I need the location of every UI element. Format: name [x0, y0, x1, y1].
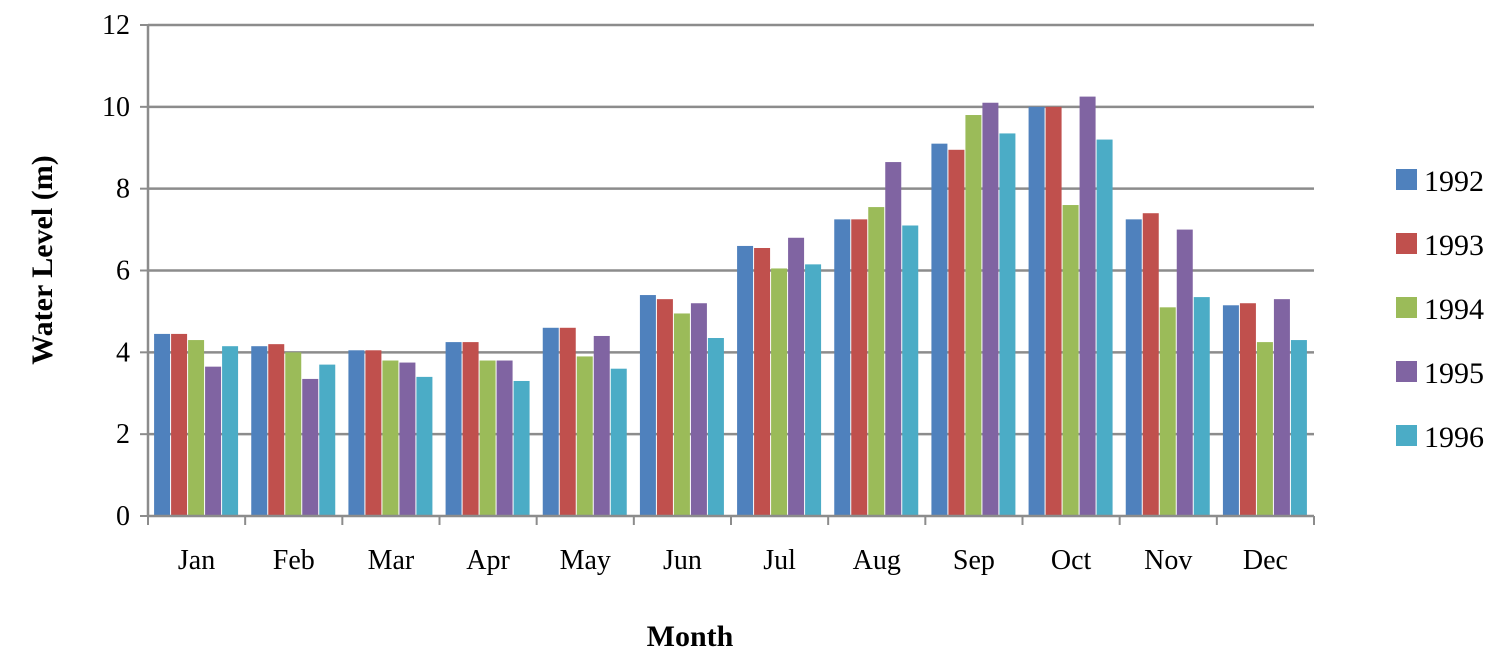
- bar-mar-1995: [399, 362, 416, 516]
- y-tick-label: 0: [116, 501, 130, 532]
- bar-jul-1995: [788, 237, 805, 516]
- y-axis-title: Water Level (m): [26, 155, 59, 364]
- y-tick-label: 4: [116, 337, 130, 368]
- legend-swatch-1993: [1396, 233, 1417, 254]
- bar-jan-1993: [171, 333, 188, 516]
- legend-label-1995: 1995: [1424, 357, 1484, 390]
- bar-apr-1996: [513, 380, 530, 516]
- bar-aug-1994: [868, 207, 885, 516]
- bar-dec-1995: [1273, 299, 1290, 516]
- bar-sep-1996: [999, 133, 1016, 516]
- bar-may-1993: [559, 327, 576, 516]
- bar-nov-1992: [1125, 219, 1142, 516]
- bar-jun-1993: [656, 299, 673, 516]
- bar-feb-1995: [302, 378, 319, 516]
- bar-apr-1992: [445, 342, 462, 516]
- x-tick-label: Sep: [953, 545, 995, 576]
- bar-jan-1995: [205, 366, 222, 516]
- x-tick-label: Apr: [466, 545, 510, 576]
- bar-aug-1992: [834, 219, 851, 516]
- bar-may-1996: [610, 368, 627, 516]
- bar-jun-1995: [690, 303, 707, 516]
- bar-aug-1996: [902, 225, 919, 516]
- bar-dec-1996: [1290, 340, 1307, 516]
- legend-label-1993: 1993: [1424, 229, 1484, 262]
- bar-dec-1994: [1256, 342, 1273, 516]
- bar-sep-1993: [948, 149, 965, 516]
- x-tick-label: Nov: [1144, 545, 1192, 576]
- x-tick-label: Aug: [853, 545, 901, 576]
- bar-dec-1992: [1222, 305, 1239, 516]
- legend-swatch-1994: [1396, 297, 1417, 318]
- legend-swatch-1995: [1396, 361, 1417, 382]
- bar-jun-1992: [639, 295, 656, 516]
- bar-aug-1995: [885, 162, 902, 516]
- bar-sep-1995: [982, 102, 999, 516]
- bar-feb-1996: [319, 364, 336, 516]
- bar-sep-1994: [965, 115, 982, 517]
- bar-mar-1996: [416, 376, 433, 516]
- bar-nov-1993: [1142, 213, 1159, 516]
- bar-may-1995: [593, 335, 610, 516]
- legend-label-1996: 1996: [1424, 421, 1484, 454]
- bar-apr-1995: [496, 360, 513, 516]
- bar-may-1994: [576, 356, 593, 516]
- bar-nov-1996: [1193, 297, 1210, 516]
- bar-jan-1994: [188, 340, 205, 516]
- bar-nov-1994: [1159, 307, 1176, 516]
- bars: [154, 96, 1307, 517]
- bar-apr-1994: [479, 360, 496, 516]
- x-tick-label: Feb: [273, 545, 315, 576]
- bar-oct-1994: [1062, 205, 1079, 517]
- x-tick-label: Jul: [763, 545, 796, 576]
- bar-nov-1995: [1176, 229, 1193, 517]
- x-tick-label: Jan: [178, 545, 215, 576]
- bar-jul-1992: [737, 245, 754, 516]
- bar-feb-1994: [285, 352, 302, 516]
- bar-jul-1993: [754, 247, 771, 516]
- bar-jul-1994: [771, 268, 788, 516]
- bar-feb-1993: [268, 344, 285, 516]
- bar-jul-1996: [805, 264, 822, 516]
- x-tick-label: Jun: [663, 545, 702, 576]
- bar-mar-1993: [365, 350, 382, 516]
- bar-dec-1993: [1239, 303, 1256, 516]
- bar-may-1992: [542, 327, 559, 516]
- bar-oct-1995: [1079, 96, 1096, 517]
- tick-labels: 0 2 4 6 8 10 12 Jan Feb Mar Apr May Jun Jul Aug Sep Oct N…: [102, 10, 1288, 576]
- legend-label-1994: 1994: [1424, 293, 1484, 326]
- bar-sep-1992: [931, 143, 948, 517]
- x-tick-label: Dec: [1243, 545, 1288, 576]
- y-tick-label: 12: [102, 10, 130, 41]
- bar-oct-1996: [1096, 139, 1113, 517]
- bar-jan-1996: [222, 346, 239, 516]
- bar-oct-1992: [1028, 106, 1045, 516]
- y-tick-label: 10: [102, 92, 130, 123]
- bar-mar-1994: [382, 360, 399, 516]
- y-tick-label: 2: [116, 419, 130, 450]
- bar-oct-1993: [1045, 106, 1062, 516]
- x-tick-label: May: [560, 545, 611, 576]
- bar-aug-1993: [851, 219, 868, 516]
- y-tick-label: 6: [116, 256, 130, 287]
- bar-jun-1996: [707, 338, 724, 516]
- axes: [140, 24, 1315, 525]
- legend: 1992 1993 1994 1995 1996: [1396, 165, 1484, 454]
- x-tick-label: Mar: [368, 545, 415, 576]
- x-axis-title: Month: [647, 620, 734, 653]
- legend-swatch-1996: [1396, 425, 1417, 446]
- y-tick-label: 8: [116, 174, 130, 205]
- legend-swatch-1992: [1396, 169, 1417, 190]
- bar-jan-1992: [154, 333, 171, 516]
- gridlines: [148, 23, 1314, 436]
- x-tick-label: Oct: [1051, 545, 1092, 576]
- legend-label-1992: 1992: [1424, 165, 1484, 198]
- bar-feb-1992: [251, 346, 268, 516]
- bar-jun-1994: [673, 313, 690, 516]
- bar-apr-1993: [462, 342, 479, 516]
- bar-mar-1992: [348, 350, 365, 516]
